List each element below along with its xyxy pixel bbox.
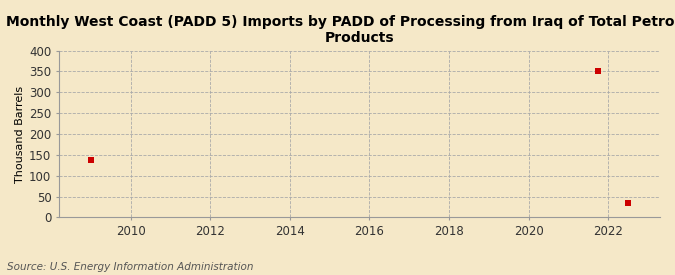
Y-axis label: Thousand Barrels: Thousand Barrels	[15, 85, 25, 183]
Title: Monthly West Coast (PADD 5) Imports by PADD of Processing from Iraq of Total Pet: Monthly West Coast (PADD 5) Imports by P…	[6, 15, 675, 45]
Text: Source: U.S. Energy Information Administration: Source: U.S. Energy Information Administ…	[7, 262, 253, 272]
